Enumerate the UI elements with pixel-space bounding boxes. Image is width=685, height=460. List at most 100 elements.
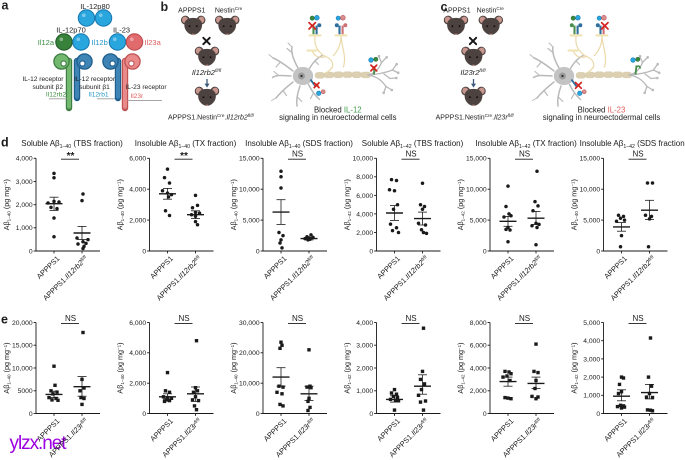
svg-text:signaling in neuroectodermal c: signaling in neuroectodermal cells (279, 113, 397, 122)
svg-text:2,000: 2,000 (356, 365, 373, 372)
svg-text:NS: NS (178, 314, 189, 323)
svg-text:Aβ1–42 (pg mg−1): Aβ1–42 (pg mg−1) (456, 179, 465, 230)
svg-text:4,000: 4,000 (470, 365, 487, 372)
svg-text:5,000: 5,000 (470, 218, 487, 225)
svg-text:0: 0 (256, 411, 260, 418)
svg-text:Aβ1–40 (pg mg−1): Aβ1–40 (pg mg−1) (229, 342, 238, 393)
svg-text:APPPS1: APPPS1 (375, 417, 402, 444)
svg-text:10,000: 10,000 (466, 187, 487, 194)
svg-text:IL-12 receptor: IL-12 receptor (74, 76, 116, 83)
svg-text:**: ** (67, 151, 75, 162)
svg-text:NS: NS (632, 314, 643, 323)
svg-text:0: 0 (369, 411, 373, 418)
svg-text:APPPS1: APPPS1 (148, 254, 175, 281)
svg-text:IL-12 receptor: IL-12 receptor (22, 76, 64, 83)
svg-text:signaling in neuroectodermal c: signaling in neuroectodermal cells (543, 113, 661, 122)
svg-text:APPPS1: APPPS1 (375, 254, 402, 281)
svg-text:1,000: 1,000 (583, 393, 600, 400)
svg-text:Aβ1–40 (pg mg−1): Aβ1–40 (pg mg−1) (116, 342, 125, 393)
svg-text:e: e (1, 313, 8, 327)
svg-text:10,000: 10,000 (239, 187, 260, 194)
svg-text:3,000: 3,000 (583, 356, 600, 363)
svg-text:Aβ1–40 (pg mg−1): Aβ1–40 (pg mg−1) (116, 179, 125, 230)
svg-text:Aβ1–40 (pg mg−1): Aβ1–40 (pg mg−1) (2, 342, 11, 393)
svg-text:4,000: 4,000 (583, 338, 600, 345)
svg-text:4,000: 4,000 (356, 320, 373, 327)
svg-text:Aβ1–42 (pg mg−1): Aβ1–42 (pg mg−1) (343, 179, 352, 230)
svg-text:3,000: 3,000 (356, 343, 373, 350)
svg-text:15,000: 15,000 (239, 156, 260, 163)
svg-text:5,000: 5,000 (583, 218, 600, 225)
svg-text:4,000: 4,000 (16, 156, 33, 163)
svg-text:NestinCre: NestinCre (477, 6, 505, 15)
svg-text:0: 0 (483, 411, 487, 418)
svg-text:3,000: 3,000 (16, 179, 33, 186)
svg-text:Insoluble Aβ1–42 (TX fraction): Insoluble Aβ1–42 (TX fraction) (475, 139, 577, 150)
svg-text:Aβ1–40 (pg mg−1): Aβ1–40 (pg mg−1) (570, 179, 579, 230)
svg-text:IL-23 receptor: IL-23 receptor (125, 84, 167, 91)
svg-text:15,000: 15,000 (12, 343, 33, 350)
svg-text:6,000: 6,000 (129, 320, 146, 327)
svg-text:0: 0 (596, 411, 600, 418)
svg-text:Il23r: Il23r (130, 93, 144, 100)
svg-text:APPPS1: APPPS1 (262, 254, 289, 281)
svg-text:4,000: 4,000 (129, 187, 146, 194)
svg-text:NestinCre: NestinCre (215, 6, 243, 15)
svg-text:APPPS1.NestinCre.Il23rfl/fl: APPPS1.NestinCre.Il23rfl/fl (436, 113, 515, 122)
svg-text:2,000: 2,000 (129, 381, 146, 388)
svg-text:10,000: 10,000 (579, 187, 600, 194)
svg-text:a: a (2, 0, 10, 13)
svg-text:6,000: 6,000 (356, 193, 373, 200)
svg-text:Aβ1–40 (pg mg−1): Aβ1–40 (pg mg−1) (2, 179, 11, 230)
svg-text:Blocked IL-23: Blocked IL-23 (578, 106, 626, 115)
svg-text:APPPS1: APPPS1 (178, 8, 205, 15)
svg-text:0: 0 (142, 248, 146, 255)
svg-text:Il23r2fl/fl: Il23r2fl/fl (460, 68, 486, 77)
svg-text:d: d (1, 136, 9, 150)
svg-text:0: 0 (483, 248, 487, 255)
svg-text:Insoluble Aβ1–40 (TX fraction): Insoluble Aβ1–40 (TX fraction) (135, 139, 237, 150)
svg-text:Il12rb2: Il12rb2 (46, 92, 66, 99)
svg-text:APPPS1: APPPS1 (148, 417, 175, 444)
svg-text:APPPS1: APPPS1 (489, 254, 516, 281)
svg-text:NS: NS (65, 314, 76, 323)
svg-text:6,000: 6,000 (470, 343, 487, 350)
svg-text:APPPS1: APPPS1 (489, 417, 516, 444)
svg-text:APPPS1: APPPS1 (602, 417, 629, 444)
svg-text:APPPS1: APPPS1 (35, 417, 62, 444)
svg-text:Soluble Aβ1–42 (TBS fraction): Soluble Aβ1–42 (TBS fraction) (362, 139, 464, 150)
svg-text:8,000: 8,000 (470, 320, 487, 327)
svg-text:APPPS1.NestinCre.Il12rb2fl/fl: APPPS1.NestinCre.Il12rb2fl/fl (168, 113, 255, 122)
svg-text:1,000: 1,000 (356, 388, 373, 395)
svg-text:0: 0 (256, 248, 260, 255)
svg-text:20,000: 20,000 (239, 350, 260, 357)
svg-text:2,000: 2,000 (583, 375, 600, 382)
svg-text:1,000: 1,000 (16, 225, 33, 232)
svg-text:NS: NS (519, 150, 530, 159)
svg-text:b: b (161, 0, 169, 14)
svg-text:IL-12p80: IL-12p80 (80, 2, 110, 11)
svg-text:NS: NS (405, 314, 416, 323)
svg-text:**: ** (180, 151, 188, 162)
svg-text:0: 0 (369, 248, 373, 255)
svg-text:10,000: 10,000 (239, 381, 260, 388)
svg-text:NS: NS (519, 314, 530, 323)
svg-text:15,000: 15,000 (466, 156, 487, 163)
svg-text:Il23a: Il23a (145, 38, 162, 47)
svg-text:APPPS1: APPPS1 (262, 417, 289, 444)
svg-text:Aβ1–42 (pg mg−1): Aβ1–42 (pg mg−1) (343, 342, 352, 393)
svg-text:NS: NS (292, 314, 303, 323)
svg-text:10,000: 10,000 (12, 365, 33, 372)
svg-text:8,000: 8,000 (356, 174, 373, 181)
svg-text:2,000: 2,000 (356, 230, 373, 237)
svg-text:4,000: 4,000 (129, 350, 146, 357)
svg-text:5000: 5000 (18, 388, 33, 395)
svg-text:20,000: 20,000 (12, 320, 33, 327)
svg-text:Aβ1–42 (pg mg−1): Aβ1–42 (pg mg−1) (456, 342, 465, 393)
svg-text:Aβ1–42 (pg mg−1): Aβ1–42 (pg mg−1) (570, 342, 579, 393)
svg-text:c: c (441, 0, 448, 14)
svg-text:2,000: 2,000 (129, 218, 146, 225)
svg-text:10,000: 10,000 (352, 156, 373, 163)
svg-text:Aβ1–40 (pg mg−1): Aβ1–40 (pg mg−1) (229, 179, 238, 230)
svg-text:2,000: 2,000 (470, 388, 487, 395)
